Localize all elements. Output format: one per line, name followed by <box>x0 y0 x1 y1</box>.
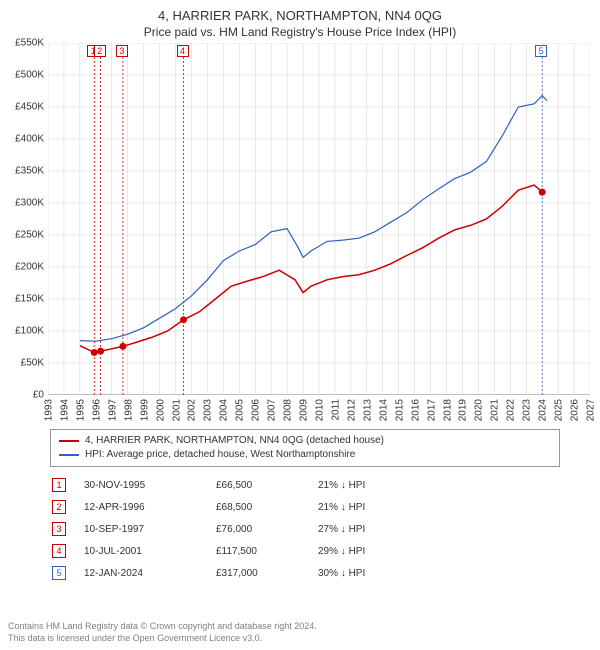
x-tick-label: 2020 <box>472 399 485 421</box>
legend-item: HPI: Average price, detached house, West… <box>59 448 551 462</box>
chart-title: 4, HARRIER PARK, NORTHAMPTON, NN4 0QG <box>0 0 600 23</box>
series-line-property <box>80 185 542 352</box>
x-tick-label: 1996 <box>89 399 102 421</box>
x-tick-label: 2018 <box>440 399 453 421</box>
footer-attribution: Contains HM Land Registry data © Crown c… <box>8 620 317 644</box>
x-tick-label: 2014 <box>376 399 389 421</box>
x-tick-label: 2016 <box>408 399 421 421</box>
event-date: 30-NOV-1995 <box>84 475 214 495</box>
y-tick-label: £150K <box>15 294 48 305</box>
event-row: 3 10-SEP-1997£76,00027% ↓ HPI <box>52 519 373 539</box>
x-tick-label: 2023 <box>520 399 533 421</box>
x-tick-label: 2012 <box>344 399 357 421</box>
x-tick-label: 1997 <box>105 399 118 421</box>
x-tick-label: 2007 <box>265 399 278 421</box>
event-row: 2 12-APR-1996£68,50021% ↓ HPI <box>52 497 373 517</box>
event-row: 1 30-NOV-1995£66,50021% ↓ HPI <box>52 475 373 495</box>
event-badge: 5 <box>52 566 66 580</box>
event-delta: 29% ↓ HPI <box>318 541 373 561</box>
event-price: £317,000 <box>216 563 316 583</box>
event-badge: 1 <box>52 478 66 492</box>
x-tick-label: 1995 <box>73 399 86 421</box>
legend-swatch <box>59 440 79 442</box>
x-tick-label: 2027 <box>584 399 597 421</box>
x-tick-label: 2003 <box>201 399 214 421</box>
event-delta: 27% ↓ HPI <box>318 519 373 539</box>
event-date: 12-APR-1996 <box>84 497 214 517</box>
x-tick-label: 2024 <box>536 399 549 421</box>
plot-area: £0£50K£100K£150K£200K£250K£300K£350K£400… <box>48 43 590 395</box>
footer-line-1: Contains HM Land Registry data © Crown c… <box>8 620 317 632</box>
x-tick-label: 2010 <box>313 399 326 421</box>
y-tick-label: £250K <box>15 230 48 241</box>
y-tick-label: £500K <box>15 70 48 81</box>
event-date: 12-JAN-2024 <box>84 563 214 583</box>
x-tick-label: 1998 <box>121 399 134 421</box>
y-tick-label: £200K <box>15 262 48 273</box>
x-tick-label: 1993 <box>42 399 55 421</box>
x-tick-label: 2008 <box>281 399 294 421</box>
x-tick-label: 2026 <box>568 399 581 421</box>
x-tick-label: 2006 <box>249 399 262 421</box>
event-marker-badge: 2 <box>94 45 106 57</box>
legend-swatch <box>59 454 79 456</box>
x-tick-label: 2009 <box>297 399 310 421</box>
event-row: 5 12-JAN-2024£317,00030% ↓ HPI <box>52 563 373 583</box>
legend-item: 4, HARRIER PARK, NORTHAMPTON, NN4 0QG (d… <box>59 434 551 448</box>
events-table: 1 30-NOV-1995£66,50021% ↓ HPI 2 12-APR-1996… <box>50 473 375 585</box>
y-tick-label: £550K <box>15 38 48 49</box>
event-price: £66,500 <box>216 475 316 495</box>
event-price: £117,500 <box>216 541 316 561</box>
legend: 4, HARRIER PARK, NORTHAMPTON, NN4 0QG (d… <box>50 429 560 467</box>
event-delta: 21% ↓ HPI <box>318 475 373 495</box>
y-tick-label: £300K <box>15 198 48 209</box>
x-tick-label: 2001 <box>169 399 182 421</box>
event-marker-badge: 5 <box>535 45 547 57</box>
legend-label: HPI: Average price, detached house, West… <box>85 448 355 462</box>
y-tick-label: £50K <box>21 358 48 369</box>
event-badge: 3 <box>52 522 66 536</box>
event-marker-badge: 3 <box>116 45 128 57</box>
legend-label: 4, HARRIER PARK, NORTHAMPTON, NN4 0QG (d… <box>85 434 384 448</box>
x-tick-label: 1994 <box>57 399 70 421</box>
y-tick-label: £400K <box>15 134 48 145</box>
footer-line-2: This data is licensed under the Open Gov… <box>8 632 317 644</box>
x-tick-label: 2000 <box>153 399 166 421</box>
event-date: 10-JUL-2001 <box>84 541 214 561</box>
x-tick-label: 2005 <box>233 399 246 421</box>
series-line-hpi <box>80 96 547 342</box>
y-tick-label: £450K <box>15 102 48 113</box>
x-tick-label: 2017 <box>424 399 437 421</box>
x-tick-label: 2019 <box>456 399 469 421</box>
x-tick-label: 2022 <box>504 399 517 421</box>
event-delta: 21% ↓ HPI <box>318 497 373 517</box>
x-tick-label: 1999 <box>137 399 150 421</box>
x-tick-label: 2013 <box>360 399 373 421</box>
y-tick-label: £100K <box>15 326 48 337</box>
chart-area: £0£50K£100K£150K£200K£250K£300K£350K£400… <box>48 43 590 423</box>
x-tick-label: 2021 <box>488 399 501 421</box>
x-tick-label: 2015 <box>392 399 405 421</box>
y-tick-label: £350K <box>15 166 48 177</box>
event-badge: 2 <box>52 500 66 514</box>
event-price: £68,500 <box>216 497 316 517</box>
x-tick-label: 2002 <box>185 399 198 421</box>
event-delta: 30% ↓ HPI <box>318 563 373 583</box>
x-tick-label: 2004 <box>217 399 230 421</box>
event-marker-badge: 4 <box>177 45 189 57</box>
x-tick-label: 2025 <box>552 399 565 421</box>
event-badge: 4 <box>52 544 66 558</box>
event-row: 4 10-JUL-2001£117,50029% ↓ HPI <box>52 541 373 561</box>
x-tick-label: 2011 <box>328 399 341 421</box>
chart-subtitle: Price paid vs. HM Land Registry's House … <box>0 23 600 43</box>
event-date: 10-SEP-1997 <box>84 519 214 539</box>
event-price: £76,000 <box>216 519 316 539</box>
